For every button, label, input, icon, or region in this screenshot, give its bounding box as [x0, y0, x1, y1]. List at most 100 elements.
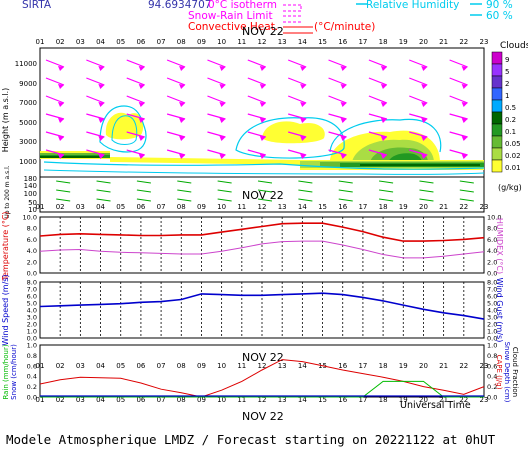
humidity-contours	[43, 105, 485, 175]
wind-arrow-shaft	[368, 131, 388, 138]
y-tick-label-right: 6.0	[487, 293, 497, 301]
wind-arrow	[409, 113, 428, 123]
wind-arrow-head	[300, 154, 307, 159]
wind-arrow-head	[340, 84, 347, 89]
hour-tick-label: 19	[399, 396, 408, 404]
wind-arrow-head	[58, 136, 64, 141]
hour-tick-label: 05	[116, 396, 125, 404]
y-tick-label-right: 10.0	[487, 214, 501, 222]
lowlevel-wind-arrow	[136, 180, 151, 184]
wind-arrow	[449, 149, 468, 159]
wind-arrow-head	[58, 84, 64, 89]
wind-arrow-head	[179, 118, 186, 123]
cape-axis-label: CAPE (J/g)	[495, 355, 503, 390]
hour-tick-label: 16	[338, 396, 347, 404]
cloud-fraction-axis-label: Cloud Fraction	[511, 347, 519, 397]
hour-tick-label: 09	[197, 38, 206, 46]
colorbar-level-label: 0.2	[505, 116, 516, 124]
footer-caption: Modele Atmospherique LMDZ / Forecast sta…	[6, 432, 496, 447]
clouds-colorbar: 9 5 2 1 0.5 0.2 0.1 0.05 0.02 0.01	[491, 51, 521, 173]
hour-tick-label: 11	[237, 396, 246, 404]
hour-tick-label: 15	[318, 203, 327, 211]
hour-tick-label: 18	[379, 396, 388, 404]
wind-arrow-shaft	[86, 59, 105, 68]
wind-arrow-shaft	[207, 113, 226, 120]
wind-arrow	[409, 77, 428, 89]
wind-arrow	[45, 131, 65, 141]
wind-arrow-head	[138, 84, 145, 89]
lowlevel-wind-arrow	[419, 189, 434, 193]
y-tick-label: 6.0	[27, 293, 37, 301]
y-tick-label: 2.0	[27, 321, 37, 329]
hour-tick-label: 21	[439, 396, 448, 404]
hour-tick-label: 15	[318, 38, 327, 46]
convective-label: Convective Heat.	[188, 21, 278, 33]
wind-arrow-head	[461, 84, 468, 89]
wind-arrow-shaft	[126, 149, 145, 156]
height-axis-label: Height (m a.s.l.)	[1, 88, 10, 153]
hour-tick-label: 07	[157, 38, 166, 46]
wind-arrow	[368, 77, 388, 89]
hour-tick-label: 12	[258, 396, 267, 404]
wind-arrow-head	[259, 84, 266, 89]
wind-arrow-head	[179, 66, 186, 71]
wind-arrow-head	[259, 118, 266, 123]
hour-tick-label: 01	[36, 396, 45, 404]
hour-tick-label: 11	[237, 362, 246, 370]
hour-tick-label: 09	[197, 362, 206, 370]
hour-tick-label: 01	[36, 38, 45, 46]
wind-arrow-head	[138, 66, 145, 71]
lowlevel-wind-arrow	[459, 189, 474, 193]
wind-arrow	[247, 131, 266, 141]
wind-arrow	[247, 95, 267, 107]
y-tick-label: 0.2	[27, 383, 37, 391]
hour-tick-label: 07	[157, 396, 166, 404]
wind-arrow-shaft	[45, 59, 65, 68]
wind-arrow-head	[300, 66, 307, 71]
svg-text:7000: 7000	[19, 99, 37, 107]
wind-arrow	[288, 131, 307, 141]
lowlevel-wind-arrow	[379, 180, 394, 184]
wind-arrow	[86, 59, 105, 71]
wind-arrow-head	[421, 118, 428, 123]
y-tick-label-right: 2.0	[487, 258, 497, 266]
wind-arrow-shaft	[126, 95, 145, 104]
wind-arrow-shaft	[288, 131, 307, 138]
wind-arrow-shaft	[166, 149, 186, 156]
hour-tick-label: 17	[358, 203, 367, 211]
colorbar-level-label: 1	[505, 92, 509, 100]
wind-arrow	[368, 149, 388, 159]
wind-arrow	[328, 113, 347, 123]
humidex-axis-label: HUMIDEX (°C)	[495, 218, 504, 274]
hour-tick-label: 23	[480, 396, 489, 404]
wind-arrow-shaft	[368, 149, 388, 156]
wind-arrow-shaft	[449, 131, 468, 138]
hour-tick-label: 13	[278, 362, 287, 370]
wind-arrow	[287, 77, 307, 89]
lowlevel-wind-arrow	[136, 198, 151, 202]
lowlevel-wind-arrow	[338, 180, 353, 184]
hour-tick-label: 23	[480, 203, 489, 211]
rain-panel: 0.0 0.0 0.2 0.2 0.4 0.4 0.6 0.6 0.8 0.8 1.0 1.0	[27, 342, 498, 402]
wind-arrow	[328, 149, 347, 159]
snow-axis-label: Snow (cm/hour)	[10, 344, 18, 400]
hour-tick-label: 14	[298, 38, 307, 46]
y-tick-label-right: 8.0	[487, 225, 497, 233]
hour-tick-label: 08	[177, 362, 186, 370]
colorbar-swatch	[491, 159, 503, 173]
wind-arrow	[409, 95, 428, 107]
wind-arrow	[166, 95, 186, 107]
wind-arrow-shaft	[207, 59, 226, 68]
wind-arrow-head	[179, 136, 186, 141]
wind-arrow-head	[138, 154, 145, 159]
lowlevel-wind-arrow	[419, 180, 434, 184]
lowlevel-wind-arrow	[217, 198, 232, 202]
wind-arrow-shaft	[45, 149, 65, 156]
y-tick-label: 0.8	[27, 352, 37, 360]
wind-arrow	[207, 113, 226, 123]
lowlevel-wind-arrow	[96, 180, 111, 184]
svg-text:180: 180	[24, 175, 37, 183]
lowlevel-wind-arrow	[459, 180, 474, 184]
wind-arrow	[328, 59, 347, 71]
